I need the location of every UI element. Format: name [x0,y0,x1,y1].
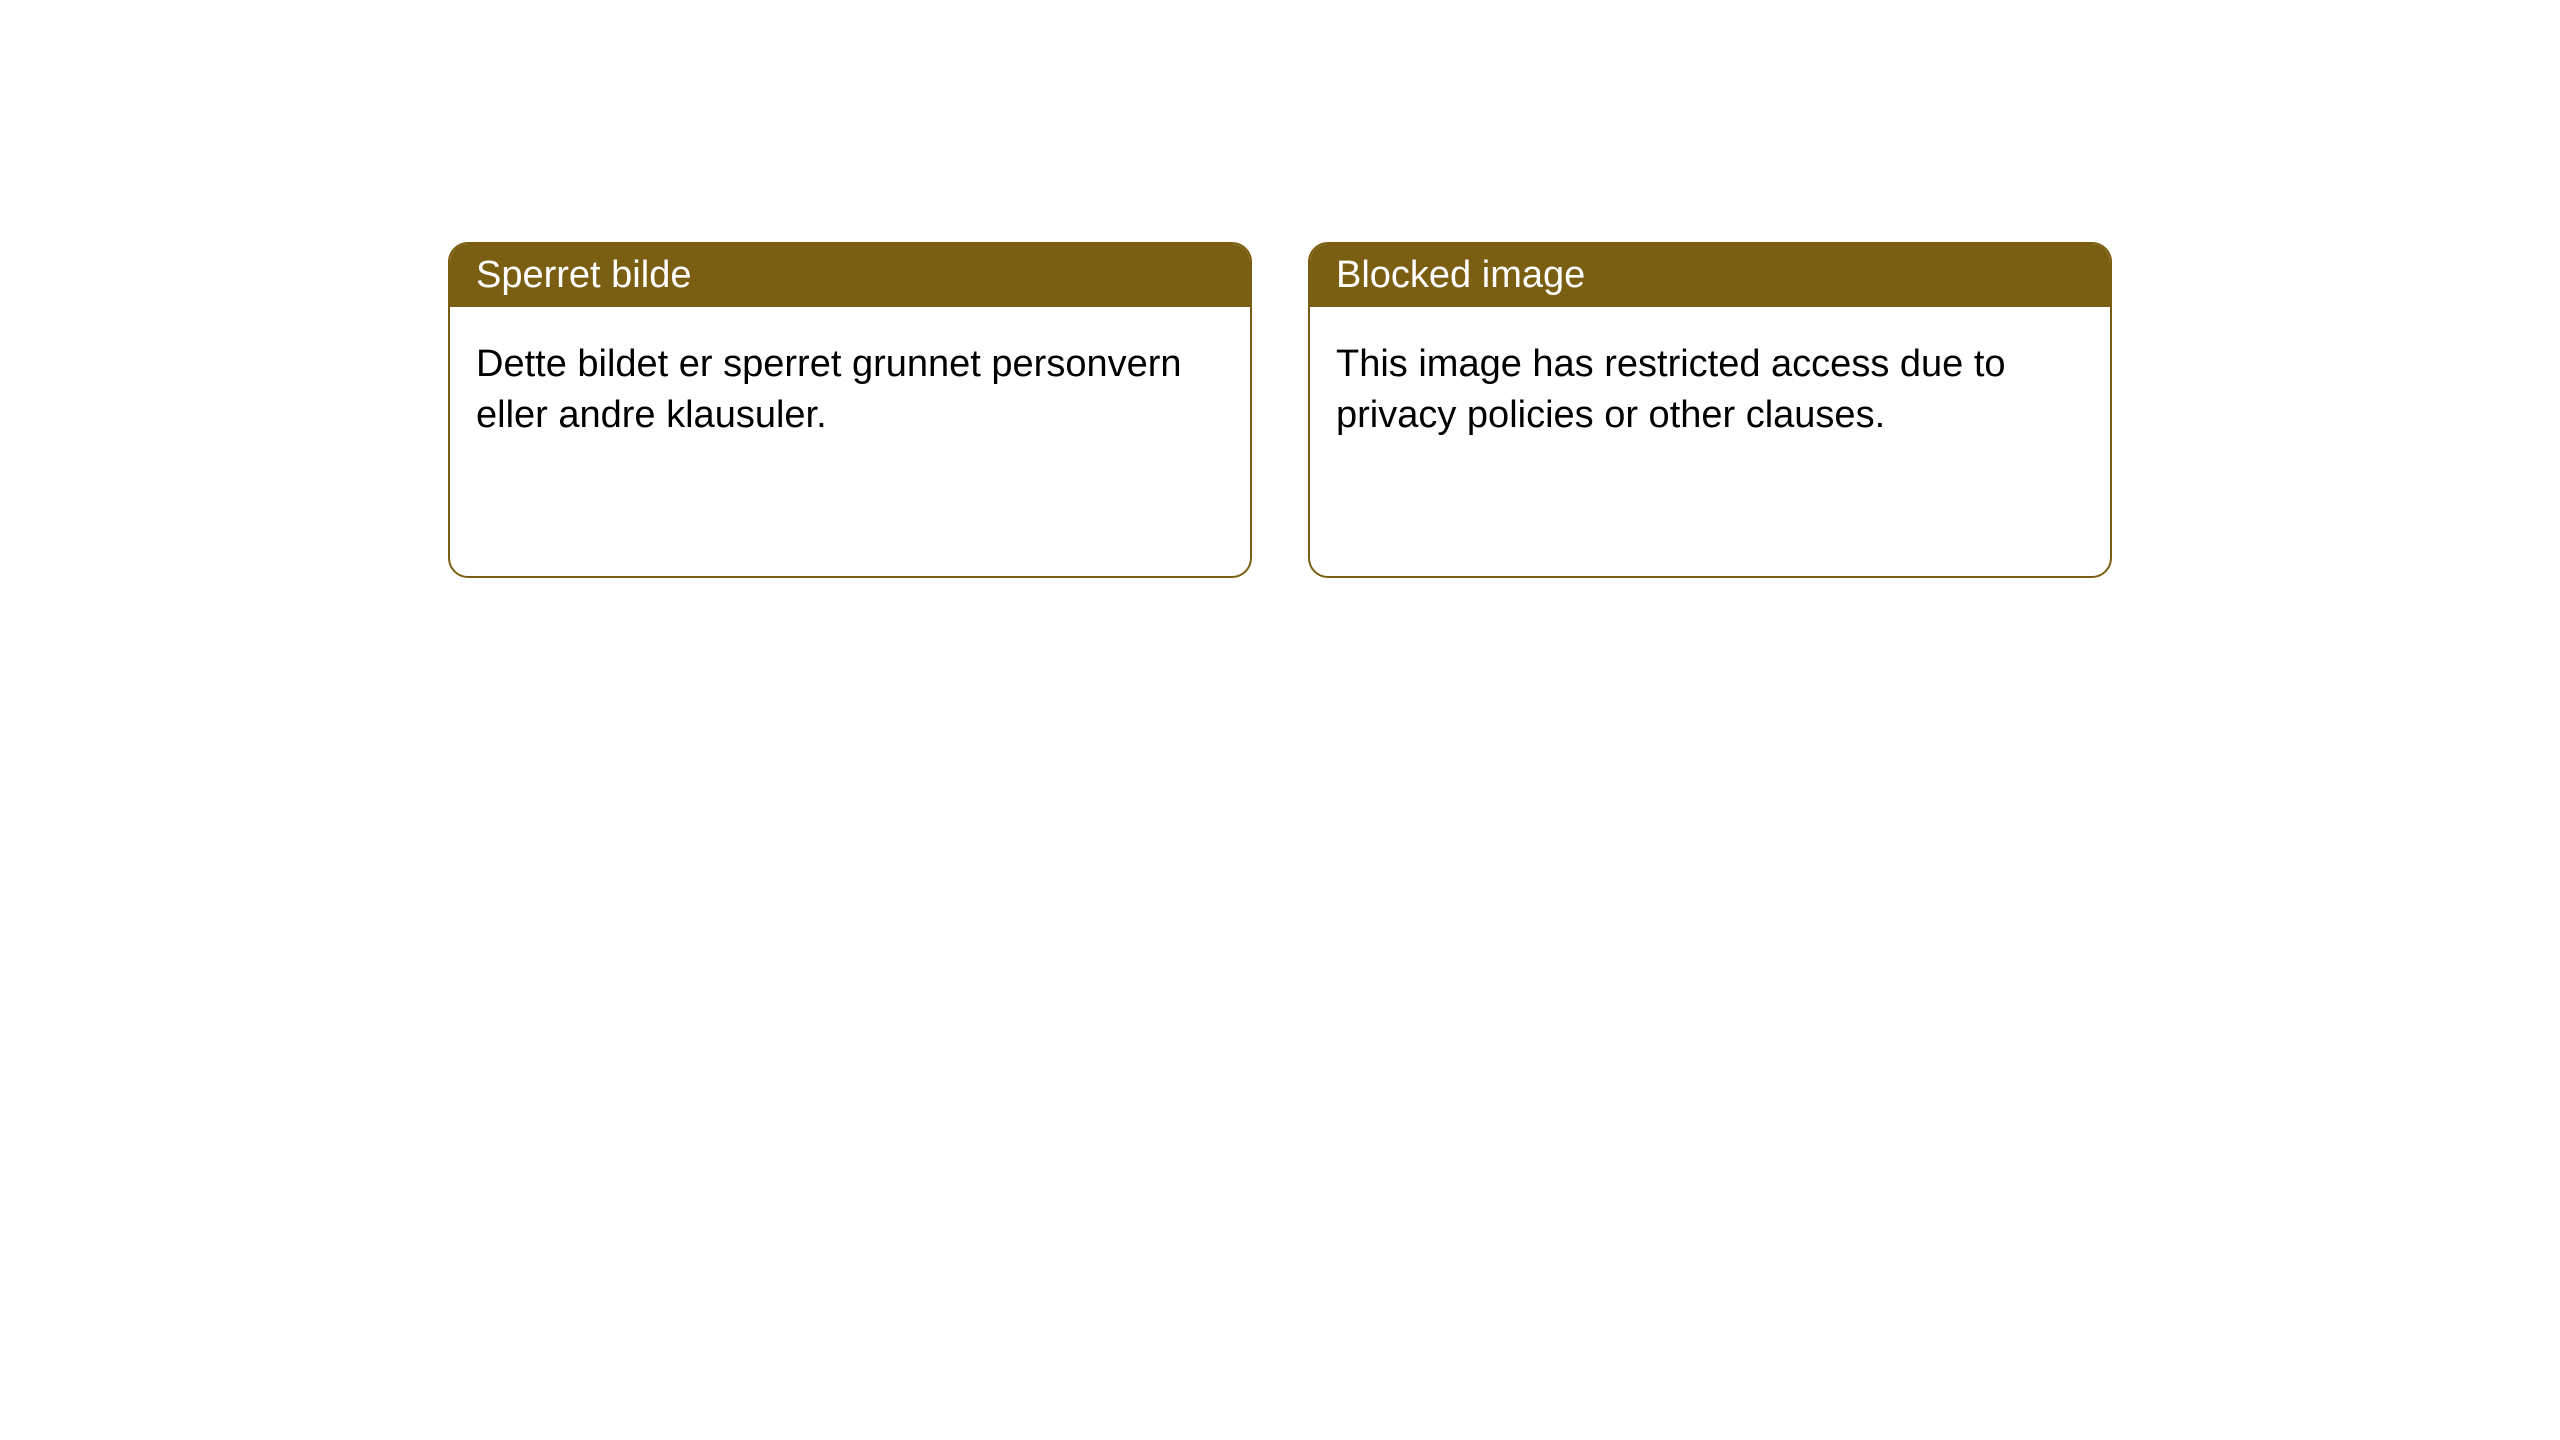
notice-card-text: Dette bildet er sperret grunnet personve… [476,343,1182,436]
notice-card-text: This image has restricted access due to … [1336,343,2006,436]
notice-card-body: This image has restricted access due to … [1310,307,2110,474]
notice-card-english: Blocked image This image has restricted … [1308,242,2112,578]
notice-card-norwegian: Sperret bilde Dette bildet er sperret gr… [448,242,1252,578]
notice-card-header: Blocked image [1310,244,2110,307]
notice-card-body: Dette bildet er sperret grunnet personve… [450,307,1250,474]
notice-card-header: Sperret bilde [450,244,1250,307]
notice-cards-container: Sperret bilde Dette bildet er sperret gr… [448,242,2112,578]
notice-card-title: Blocked image [1336,254,1585,296]
notice-card-title: Sperret bilde [476,254,691,296]
